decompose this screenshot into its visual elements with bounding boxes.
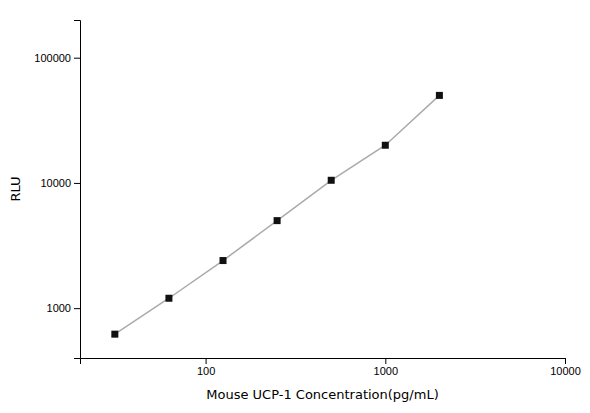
tick: 10000 bbox=[40, 177, 80, 189]
y-axis-title: RLU bbox=[8, 176, 23, 201]
tick-mark bbox=[385, 358, 386, 364]
chart: 100 1000 10000 1000 10000 100000 Mouse UCP-1 C… bbox=[0, 0, 590, 413]
point bbox=[274, 217, 281, 224]
tick: 1000 bbox=[374, 358, 398, 377]
y-axis: 1000 10000 100000 bbox=[34, 21, 80, 359]
tick-mark bbox=[565, 358, 566, 364]
tick-label: 1000 bbox=[374, 365, 398, 377]
plot-area: 100 1000 10000 1000 10000 100000 bbox=[34, 21, 581, 377]
tick-mark bbox=[74, 183, 80, 184]
tick-label: 100000 bbox=[34, 52, 71, 64]
point bbox=[436, 92, 443, 99]
tick-mark bbox=[206, 358, 207, 364]
axis-line bbox=[74, 21, 81, 359]
axis-line bbox=[81, 359, 566, 365]
point bbox=[111, 331, 118, 338]
tick-mark bbox=[74, 58, 80, 59]
tick: 100000 bbox=[34, 52, 80, 64]
point bbox=[328, 177, 335, 184]
x-axis: 100 1000 10000 bbox=[81, 358, 581, 377]
tick-label: 10000 bbox=[550, 365, 581, 377]
line bbox=[115, 95, 440, 334]
tick: 1000 bbox=[47, 302, 80, 314]
marks bbox=[111, 92, 443, 338]
point bbox=[165, 295, 172, 302]
tick: 100 bbox=[197, 358, 215, 377]
point bbox=[220, 257, 227, 264]
point bbox=[382, 142, 389, 149]
tick-label: 1000 bbox=[47, 302, 71, 314]
tick-mark bbox=[74, 308, 80, 309]
tick: 10000 bbox=[550, 358, 581, 377]
tick-label: 100 bbox=[197, 365, 215, 377]
tick-label: 10000 bbox=[40, 177, 71, 189]
x-axis-title: Mouse UCP-1 Concentration(pg/mL) bbox=[206, 387, 438, 402]
